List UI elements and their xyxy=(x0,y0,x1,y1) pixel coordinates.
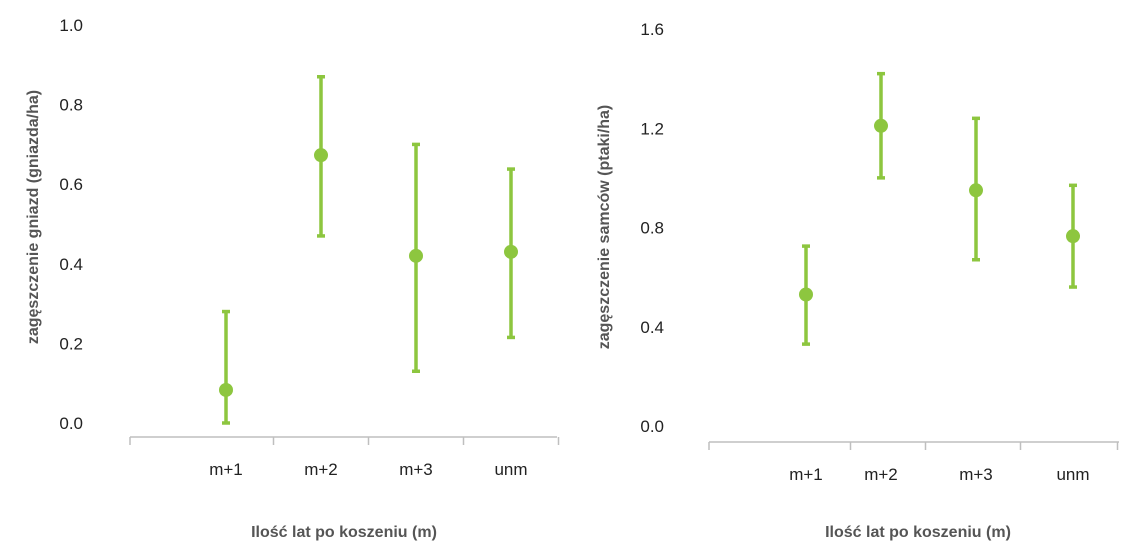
plot-area: 0.0 0.4 0.8 1.2 1.6 m+1 m+2 m+3 unm xyxy=(640,20,1119,484)
data-point xyxy=(504,244,518,259)
x-tick-label: m+1 xyxy=(789,465,823,484)
x-tick-label: unm xyxy=(1056,465,1089,484)
data-point xyxy=(219,382,233,397)
y-tick-label: 0.8 xyxy=(640,219,664,238)
y-axis-label: zagęszczenie samców (ptaki/ha) xyxy=(596,105,613,350)
x-tick-label: m+3 xyxy=(959,465,993,484)
x-axis-label: Ilość lat po koszeniu (m) xyxy=(825,524,1011,541)
data-point xyxy=(874,118,888,133)
x-tick-label: m+3 xyxy=(399,460,433,479)
y-tick-label: 1.6 xyxy=(640,20,664,39)
y-tick-label: 0.4 xyxy=(640,318,664,337)
x-tick-label: unm xyxy=(494,460,527,479)
data-point xyxy=(969,183,983,198)
y-axis-label: zagęszczenie gniazd (gniazda/ha) xyxy=(25,90,42,344)
data-point xyxy=(1066,229,1080,244)
x-tick-label: m+2 xyxy=(304,460,338,479)
y-tick-label: 0.0 xyxy=(59,414,83,433)
y-tick-label: 0.2 xyxy=(59,334,83,353)
data-point xyxy=(799,287,813,302)
y-tick-label: 1.2 xyxy=(640,119,664,138)
x-tick-label: m+2 xyxy=(864,465,898,484)
y-tick-label: 1.0 xyxy=(59,16,83,35)
data-point xyxy=(409,248,423,263)
y-tick-label: 0.6 xyxy=(59,175,83,194)
x-tick-label: m+1 xyxy=(209,460,243,479)
data-point xyxy=(314,148,328,163)
y-tick-label: 0.4 xyxy=(59,255,83,274)
y-tick-label: 0.8 xyxy=(59,96,83,115)
plot-area: 0.0 0.2 0.4 0.6 0.8 1.0 m+1 m+2 m+3 unm xyxy=(59,16,560,479)
y-tick-label: 0.0 xyxy=(640,417,664,436)
x-axis-label: Ilość lat po koszeniu (m) xyxy=(251,524,437,541)
